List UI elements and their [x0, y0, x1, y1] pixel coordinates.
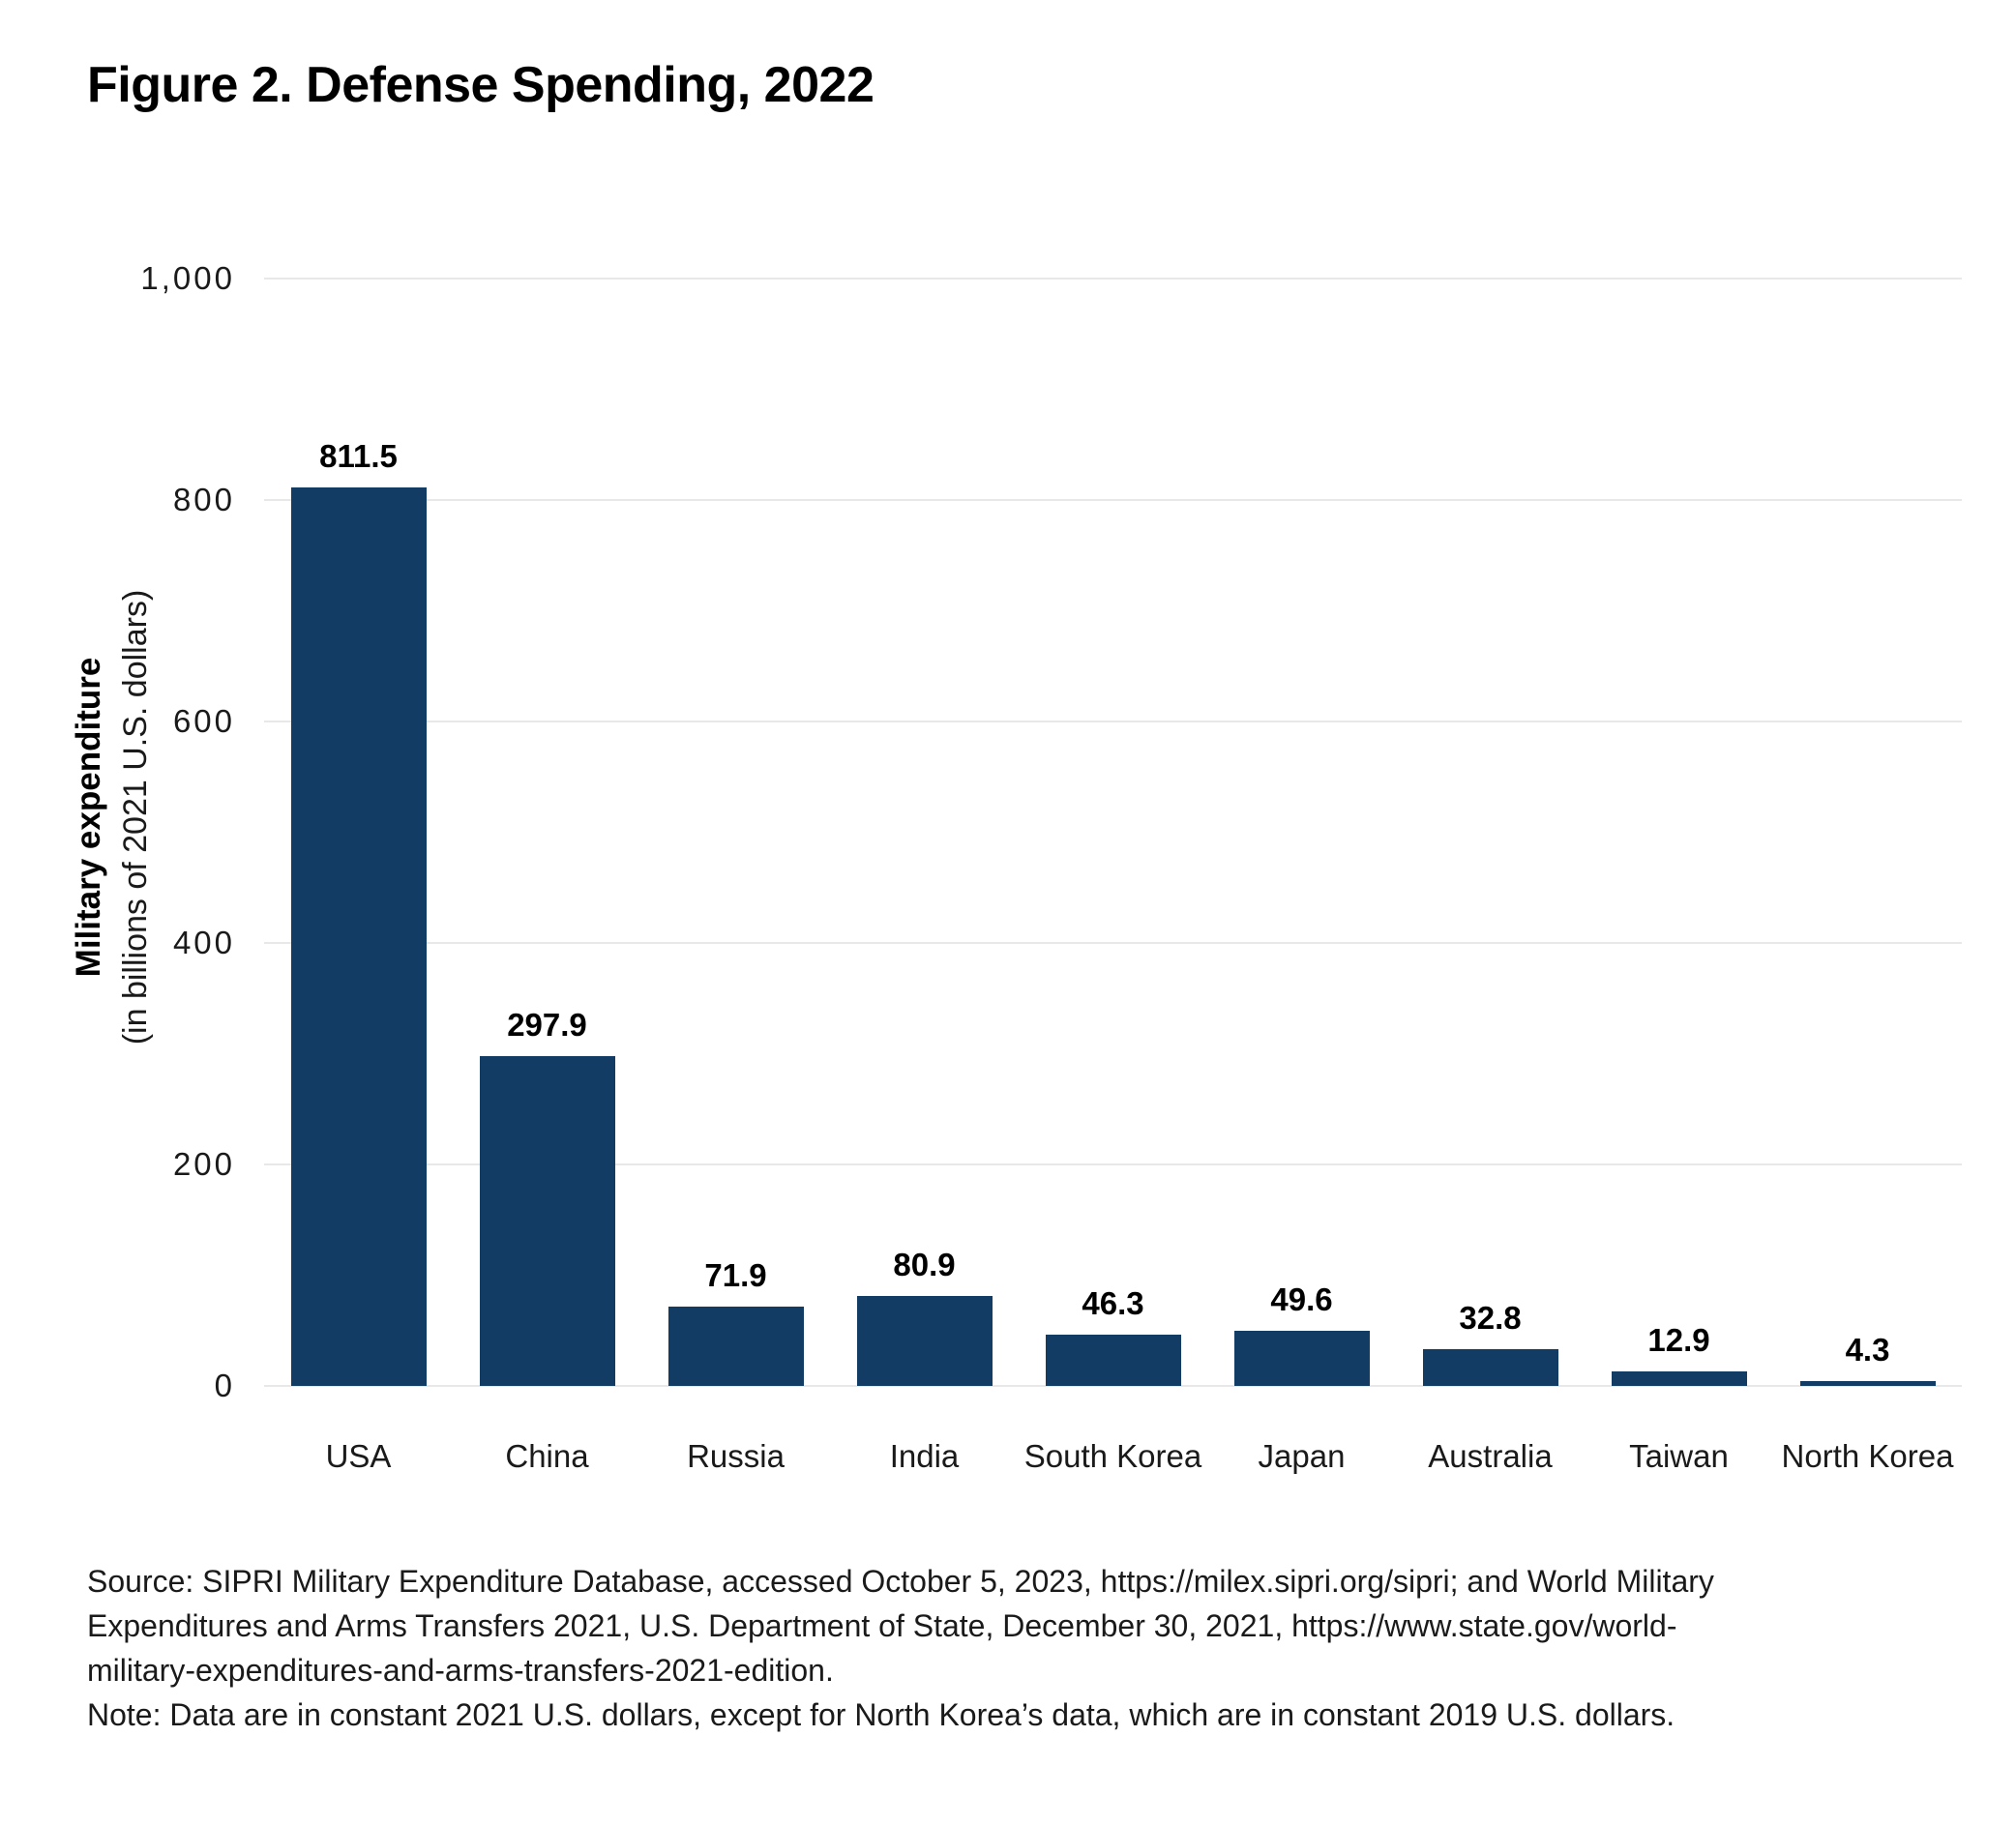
bar-india [856, 1296, 993, 1386]
bar-band-japan: 49.6 [1207, 279, 1396, 1386]
bar-australia [1422, 1349, 1558, 1386]
bar-china [479, 1055, 615, 1386]
x-axis-label-south-korea: South Korea [1023, 1438, 1202, 1474]
gridline-400 [264, 942, 1962, 944]
bar-chart-plot-area: 0 200 400 600 800 1,000 811.5 297.9 71.9 80.9 46.3… [140, 261, 1962, 1403]
x-axis-label-russia: Russia [687, 1438, 785, 1474]
bar-value-north-korea: 4.3 [1845, 1332, 1890, 1369]
bar-value-south-korea: 46.3 [1082, 1285, 1144, 1321]
gridline-600 [264, 721, 1962, 722]
figure-title: Figure 2. Defense Spending, 2022 [87, 57, 875, 113]
y-axis-title: Military expenditure (in billions of 202… [66, 590, 159, 1045]
x-axis-label-australia: Australia [1428, 1438, 1553, 1474]
note-text: Note: Data are in constant 2021 U.S. dol… [87, 1697, 1675, 1732]
x-axis-labels: USA China Russia India South Korea Japan Austr… [264, 1438, 1962, 1475]
bar-taiwan [1611, 1371, 1747, 1386]
gridline-0 [264, 1385, 1962, 1387]
bar-band-china: 297.9 [453, 279, 641, 1386]
x-axis-label-india: India [889, 1438, 960, 1474]
x-axis-label-taiwan: Taiwan [1629, 1438, 1729, 1474]
bar-value-usa: 811.5 [319, 437, 398, 474]
bar-value-india: 80.9 [893, 1247, 956, 1283]
bar-band-south-korea: 46.3 [1019, 279, 1207, 1386]
bar-japan [1233, 1331, 1370, 1386]
source-text: Source: SIPRI Military Expenditure Datab… [87, 1564, 1714, 1688]
y-tick-label-200: 200 [172, 1146, 235, 1182]
bar-usa [290, 486, 427, 1386]
bar-band-north-korea: 4.3 [1773, 279, 1962, 1386]
bar-band-taiwan: 12.9 [1585, 279, 1773, 1386]
bar-band-australia: 32.8 [1396, 279, 1585, 1386]
bar-value-taiwan: 12.9 [1647, 1322, 1710, 1359]
y-axis-title-main: Military expenditure [70, 657, 107, 978]
bar-value-japan: 49.6 [1270, 1281, 1333, 1318]
y-tick-label-400: 400 [172, 925, 235, 960]
gridline-1,000 [264, 278, 1962, 280]
y-tick-label-600: 600 [172, 703, 235, 739]
y-tick-label-0: 0 [214, 1368, 235, 1403]
caption-block: Source: SIPRI Military Expenditure Datab… [87, 1559, 1770, 1737]
bar-band-russia: 71.9 [641, 279, 830, 1386]
y-tick-label-800: 800 [172, 482, 235, 517]
y-tick-label-1,000: 1,000 [140, 260, 235, 296]
bar-band-usa: 811.5 [264, 279, 453, 1386]
x-axis-label-china: China [505, 1438, 589, 1474]
bar-russia [667, 1306, 804, 1386]
bar-value-china: 297.9 [507, 1006, 587, 1043]
bar-north-korea [1799, 1381, 1936, 1386]
bar-band-india: 80.9 [830, 279, 1019, 1386]
bar-value-russia: 71.9 [704, 1256, 767, 1293]
gridline-200 [264, 1163, 1962, 1165]
bar-south-korea [1045, 1335, 1181, 1386]
bar-value-australia: 32.8 [1459, 1300, 1522, 1337]
gridline-800 [264, 499, 1962, 501]
x-axis-label-usa: USA [325, 1438, 392, 1474]
x-axis-label-north-korea: North Korea [1781, 1438, 1954, 1474]
y-axis-title-sub: (in billions of 2021 U.S. dollars) [117, 589, 154, 1045]
x-axis-label-japan: Japan [1258, 1438, 1346, 1474]
bars-container: 811.5 297.9 71.9 80.9 46.3 49.6 32.8 12.9 4.3 [264, 279, 1962, 1386]
